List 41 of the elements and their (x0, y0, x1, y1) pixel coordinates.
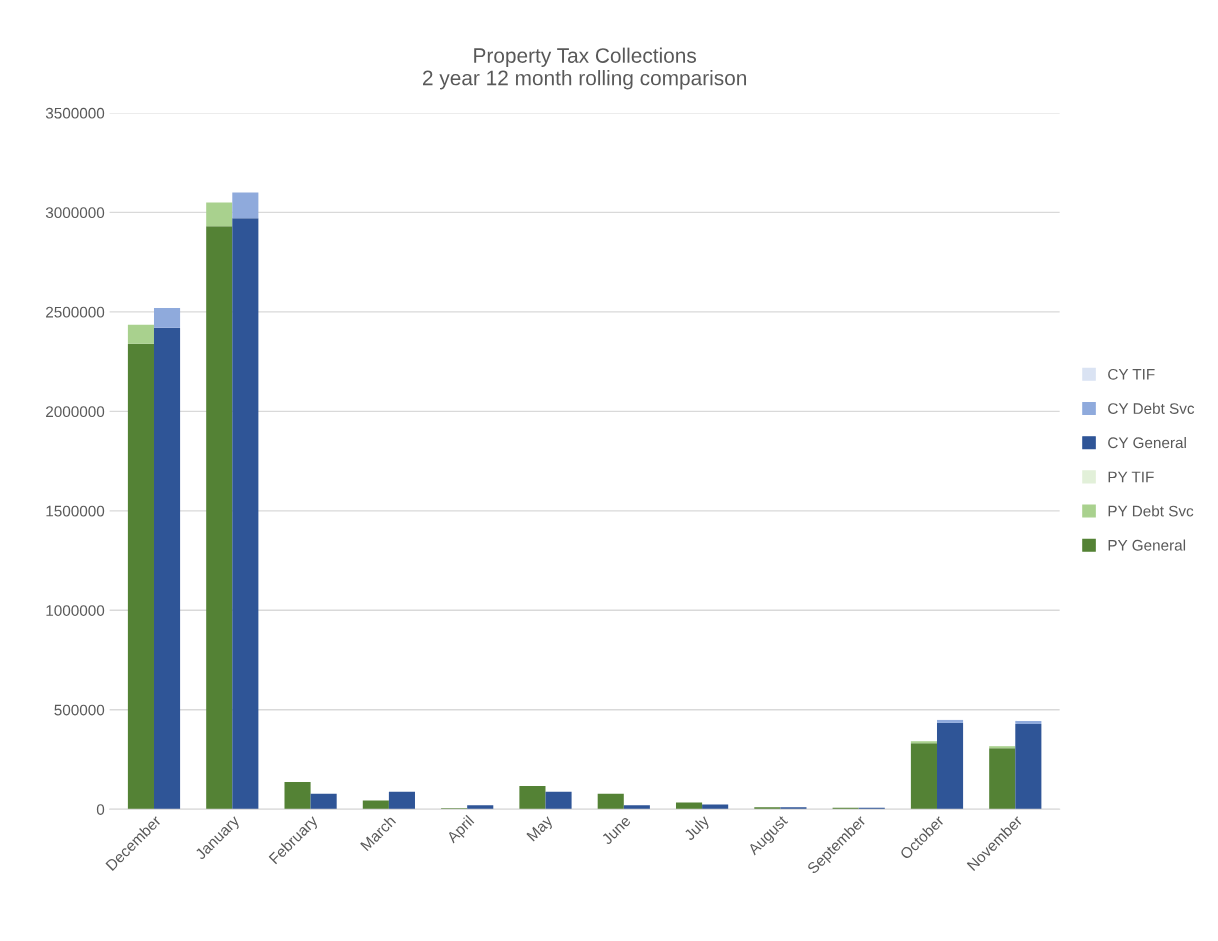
bar (127, 343, 154, 810)
bar (597, 793, 624, 810)
y-tick-label: 1500000 (46, 505, 105, 517)
y-tick-label: 500000 (54, 704, 105, 716)
bar (232, 218, 259, 810)
legend-label: PY TIF (1108, 471, 1154, 483)
y-tick-label: 3000000 (45, 207, 105, 219)
bar (545, 791, 572, 810)
bar (388, 791, 415, 810)
y-tick-label: 0 (96, 804, 105, 815)
y-tick-label: 2000000 (46, 406, 105, 418)
bar (989, 748, 1016, 810)
bar (206, 202, 233, 227)
bar (936, 719, 964, 723)
bar (153, 307, 181, 328)
bar (206, 226, 233, 810)
bar (910, 743, 937, 810)
bar (310, 793, 337, 810)
y-tick-label: 3500000 (45, 107, 105, 119)
legend-label: CY TIF (1108, 368, 1155, 380)
legend-label: PY General (1108, 539, 1186, 551)
y-tick-label: 1000000 (46, 605, 105, 616)
y-tick-label: 2500000 (46, 306, 105, 318)
x-tick-label: July (683, 814, 713, 844)
chart-title: Property Tax Collections 2 year 12 month rolling comparison (423, 47, 746, 90)
bar (1015, 720, 1042, 724)
legend-label: CY General (1108, 436, 1186, 449)
bar (1015, 723, 1042, 810)
bar (675, 802, 703, 810)
bar (702, 804, 729, 810)
legend-label: PY Debt Svc (1108, 505, 1194, 517)
bar (232, 192, 259, 219)
bar (284, 782, 311, 810)
bar (467, 805, 494, 810)
bar (153, 327, 181, 810)
bar (362, 800, 389, 810)
bar (127, 324, 154, 344)
legend-label: CY Debt Svc (1108, 402, 1195, 414)
bar (623, 805, 650, 810)
bar (519, 785, 546, 810)
bar (936, 722, 964, 810)
